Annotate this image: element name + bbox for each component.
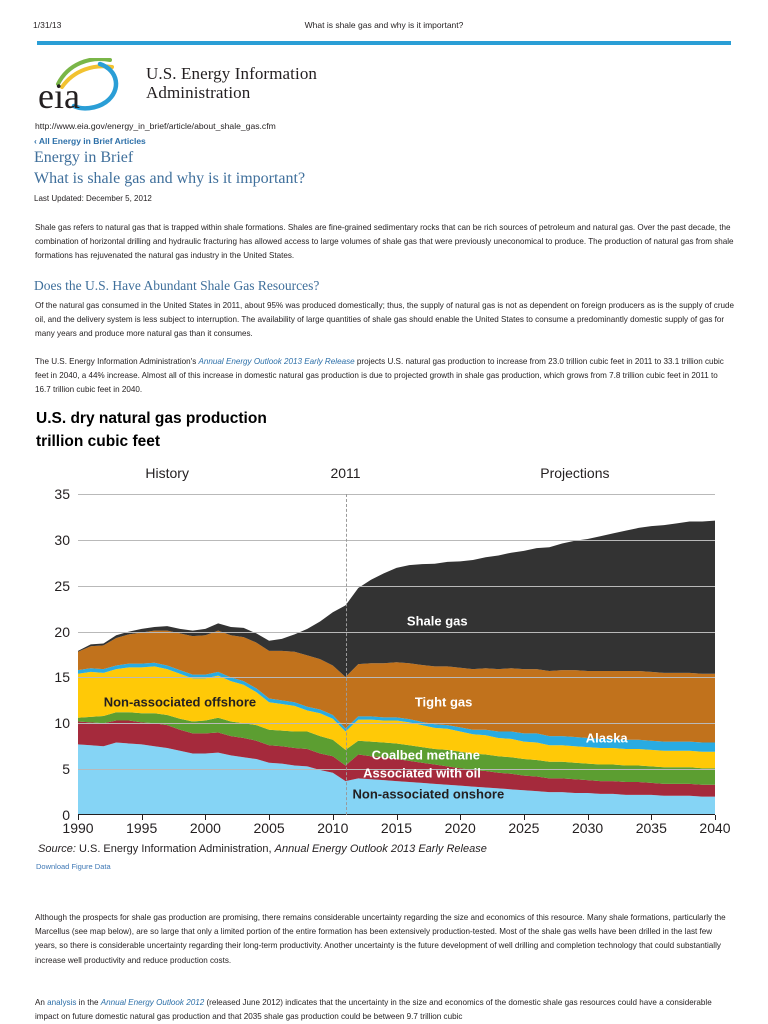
series-label-non-associated-onshore: Non-associated onshore [352,786,505,802]
x-tick-2035: 2035 [635,820,667,836]
era-label-projections: Projections [540,465,610,481]
last-updated: Last Updated: December 5, 2012 [34,194,152,203]
paragraph-aeo-2012-analysis: An analysis in the Annual Energy Outlook… [35,996,735,1024]
projection-divider-line [345,494,347,815]
aeo-para-lead: The U.S. Energy Information Administrati… [35,357,199,366]
x-tick-mark-2020 [460,815,462,820]
gridline-10 [78,723,715,725]
x-tick-1995: 1995 [126,820,158,836]
area-tight-gas [78,630,715,743]
series-label-tight-gas: Tight gas [414,694,473,710]
header-divider-rule [37,41,731,45]
intro-paragraph: Shale gas refers to natural gas that is … [35,223,734,261]
y-tick-25: 25 [54,577,70,594]
source-label: Source: [38,843,76,855]
paragraph-domestic-supply: Of the natural gas consumed in the Unite… [35,301,735,339]
article-title: What is shale gas and why is it importan… [34,170,306,187]
x-tick-1990: 1990 [62,820,94,836]
y-tick-20: 20 [54,623,70,640]
gridline-20 [78,631,715,633]
series-label-non-associated-offshore: Non-associated offshore [103,694,257,710]
gridline-25 [78,585,715,587]
area-shale-gas [78,520,715,677]
print-header: 1/31/13 What is shale gas and why is it … [0,20,768,38]
x-tick-mark-1990 [78,815,79,820]
series-label-coalbed-methane: Coalbed methane [371,747,480,763]
stacked-area-series [78,520,715,815]
svg-text:eia: eia [38,76,80,114]
gridline-15 [78,677,715,679]
area-alaska [78,662,715,752]
aeo-para-tail: projects U.S. natural gas production to … [35,357,724,395]
x-tick-mark-1995 [141,815,143,820]
x-tick-2000: 2000 [189,820,221,836]
x-axis-line [78,813,715,815]
print-date: 1/31/13 [33,20,62,30]
y-tick-0: 0 [62,807,70,823]
chart-title: U.S. dry natural gas production [36,410,267,427]
y-tick-5: 5 [62,761,70,778]
eia-logo[interactable]: eia U.S. Energy Information Administrati… [36,58,336,114]
series-label-associated-with-oil: Associated with oil [363,765,481,781]
x-tick-2005: 2005 [253,820,285,836]
x-tick-2040: 2040 [699,820,731,836]
series-label-alaska: Alaska [585,730,628,746]
plot-area [78,494,716,820]
energy-in-brief-kicker: Energy in Brief [34,149,134,166]
source-report: Annual Energy Outlook 2013 Early Release [274,843,487,855]
download-figure-data-link[interactable]: Download Figure Data [36,862,111,871]
x-tick-2025: 2025 [508,820,540,836]
y-tick-35: 35 [54,486,70,502]
section-heading-resources: Does the U.S. Have Abundant Shale Gas Re… [34,278,320,293]
x-tick-mark-2040 [715,815,716,820]
analysis-para-mid: in the [76,998,101,1007]
x-tick-mark-2030 [587,815,589,820]
figure-source: Source: U.S. Energy Information Administ… [38,843,487,855]
y-tick-10: 10 [54,715,70,732]
era-label-history: History [145,465,189,481]
area-coalbed-methane [78,712,715,785]
eia-logo-mark: eia [38,58,119,114]
x-tick-2010: 2010 [317,820,349,836]
x-tick-2030: 2030 [572,820,604,836]
area-non-associated-onshore [78,742,715,815]
paragraph-aeo-projection: The U.S. Energy Information Administrati… [35,355,735,398]
area-non-associated-offshore [78,666,715,769]
all-articles-back-link[interactable]: ‹ All Energy in Brief Articles [34,136,146,146]
paragraph-uncertainty: Although the prospects for shale gas pro… [35,913,726,965]
x-axis-labels: 1990 1995 2000 2005 2010 2015 2020 2025 2030 2035… [0,820,768,842]
gridline-5 [78,769,715,771]
y-tick-30: 30 [54,531,70,548]
aeo-2013-link[interactable]: Annual Energy Outlook 2013 Early Release [198,357,355,366]
y-tick-15: 15 [54,669,70,686]
analysis-link[interactable]: analysis [47,998,77,1007]
x-tick-2015: 2015 [380,820,413,836]
x-tick-mark-2035 [651,815,653,820]
chart-subtitle: trillion cubic feet [36,433,161,450]
logo-line-1: U.S. Energy Information [146,64,318,83]
gridline-30 [78,539,715,541]
area-associated-with-oil [78,720,715,797]
source-agency: U.S. Energy Information Administration, [78,843,272,855]
analysis-para-tail: (released June 2012) indicates that the … [35,998,712,1022]
series-label-shale-gas: Shale gas [406,613,468,629]
eia-logo-wordmark: U.S. Energy Information Administration [146,64,317,102]
y-axis-labels: 0 5 10 15 20 25 30 35 [0,486,70,823]
x-tick-mark-2010 [332,815,334,820]
x-tick-2020: 2020 [444,820,476,836]
gas-production-figure: U.S. dry natural gas production trillion… [0,405,768,885]
analysis-para-lead: An [35,998,48,1007]
article-url: http://www.eia.gov/energy_in_brief/artic… [35,121,276,131]
aeo-2012-link[interactable]: Annual Energy Outlook 2012 [100,998,205,1007]
x-tick-mark-2005 [269,815,271,820]
print-page-title: What is shale gas and why is it importan… [304,20,464,30]
gridline-35 [78,494,715,495]
x-tick-mark-2000 [205,815,207,820]
era-label-2011: 2011 [330,465,361,481]
logo-line-2: Administration [146,83,251,102]
x-tick-mark-2015 [396,815,398,820]
x-tick-mark-2025 [523,815,525,820]
chart-canvas: 0 5 10 15 20 25 30 35 History 2011 Projections 19… [0,465,768,836]
